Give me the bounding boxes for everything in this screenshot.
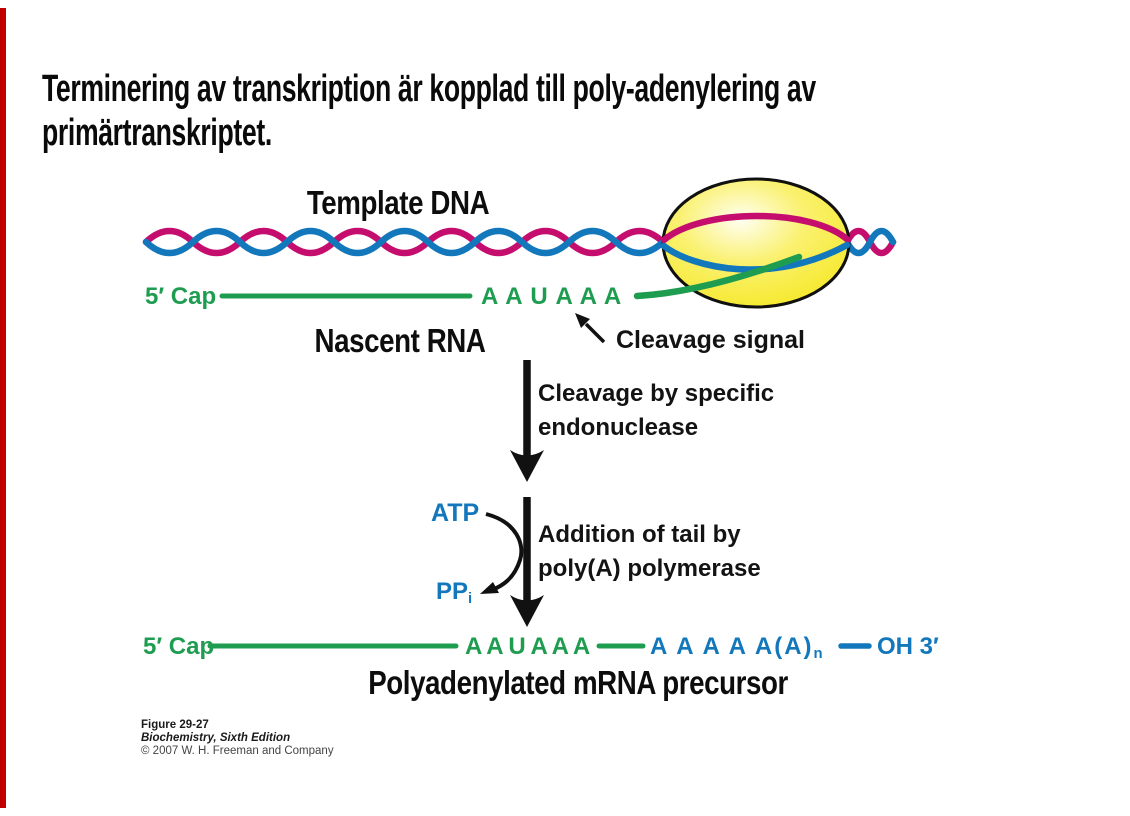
polya-tail-sequence: A A A A A(A)n — [650, 633, 823, 662]
ppi-label: PPi — [436, 578, 472, 607]
slide-title-line2: primärtranskriptet. — [42, 112, 272, 154]
unwound-pink-strand-arc — [660, 212, 852, 244]
ppi-label-text: PP — [436, 578, 469, 605]
cleavage-pointer-line — [584, 322, 606, 344]
unwound-blue-strand-arc — [660, 241, 851, 273]
left-accent-bar — [0, 8, 6, 808]
polya-tail-text: A A A A A(A) — [650, 633, 814, 660]
slide-title-line1: Terminering av transkription är kopplad … — [42, 68, 816, 110]
figure-number: Figure 29-27 — [141, 719, 209, 731]
five-cap-top-label: 5′ Cap — [145, 283, 217, 310]
step2-label-line1: Addition of tail by — [538, 521, 741, 548]
step1-label-line1: Cleavage by specific — [538, 380, 775, 407]
aauaaa-top-sequence: A A U A A A — [481, 283, 623, 310]
nascent-rna-label: Nascent RNA — [314, 322, 486, 359]
dna-helix-right-blue-strand — [843, 227, 897, 257]
aauaaa-bottom-sequence: A A U A A A — [465, 633, 590, 660]
oh-3prime-label: OH 3′ — [877, 633, 939, 660]
down-arrow-1-head — [510, 450, 544, 482]
figure-book-title: Biochemistry, Sixth Edition — [141, 732, 291, 744]
dna-helix-left-blue-strand — [142, 227, 667, 257]
template-dna-label: Template DNA — [306, 184, 490, 221]
five-cap-bottom-label: 5′ Cap — [143, 633, 215, 660]
figure-copyright: © 2007 W. H. Freeman and Company — [141, 745, 334, 757]
polya-tail-subscript: n — [813, 646, 823, 663]
atp-ppi-arrowhead — [480, 582, 499, 594]
dna-helix-left-pink-strand — [142, 227, 667, 257]
ppi-subscript: i — [468, 591, 473, 608]
cleavage-pointer-arrowhead — [575, 313, 590, 328]
atp-ppi-curve — [485, 512, 524, 592]
cleavage-signal-label: Cleavage signal — [616, 326, 805, 354]
product-label: Polyadenylated mRNA precursor — [368, 664, 788, 701]
step2-label-line2: poly(A) polymerase — [538, 555, 761, 582]
down-arrow-2-head — [510, 595, 544, 627]
atp-label: ATP — [431, 499, 480, 527]
nascent-rna-curve — [633, 253, 803, 300]
step1-label-line2: endonuclease — [538, 414, 699, 441]
